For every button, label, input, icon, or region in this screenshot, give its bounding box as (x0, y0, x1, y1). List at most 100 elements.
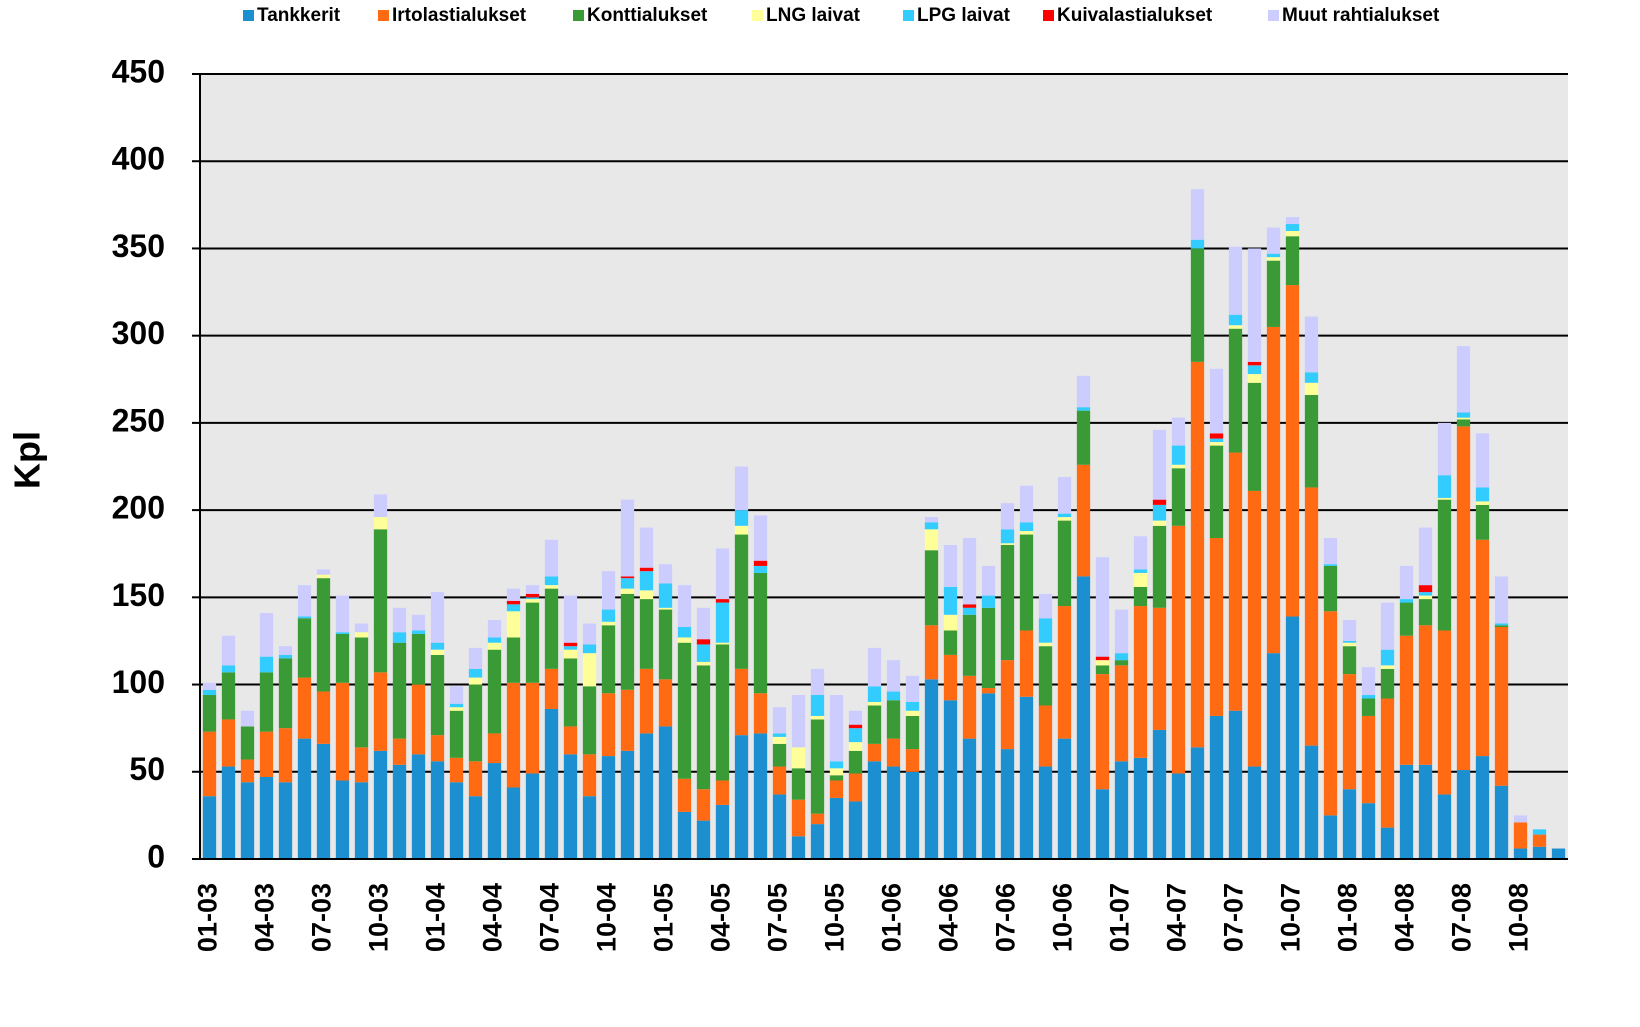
bar-segment (1038, 766, 1053, 859)
x-tick-label: 01-08 (1333, 883, 1363, 952)
bar-segment (658, 583, 673, 608)
x-tick-label: 10-06 (1048, 883, 1078, 952)
bar-segment (1095, 660, 1110, 666)
bar-segment (392, 607, 407, 633)
bar-segment (449, 707, 464, 711)
x-tick-label: 01-06 (877, 883, 907, 952)
bar-segment (867, 761, 882, 859)
bar-segment (259, 731, 274, 778)
bar-segment (943, 700, 958, 859)
bar-segment (734, 510, 749, 526)
bar-segment (1171, 445, 1186, 465)
bar-segment (1209, 433, 1224, 439)
bar-segment (639, 571, 654, 591)
bar-segment (905, 771, 920, 859)
bar-segment (1057, 476, 1072, 514)
bar-segment (715, 780, 730, 805)
bar-segment (620, 593, 635, 690)
bar-segment (943, 586, 958, 615)
bar-segment (1323, 564, 1338, 566)
bar-segment (1513, 848, 1528, 859)
bar-segment (354, 747, 369, 783)
x-tick-label: 04-06 (934, 883, 964, 952)
x-tick-label: 10-05 (820, 883, 850, 952)
x-tick-label: 07-04 (535, 883, 565, 952)
bar-segment (1057, 606, 1072, 739)
bar-segment (1209, 445, 1224, 539)
bar-segment (1152, 499, 1167, 505)
bar-segment (1494, 625, 1509, 627)
bar-segment (810, 824, 825, 859)
bar-segment (1342, 642, 1357, 647)
bar-segment (1000, 749, 1015, 859)
legend-label: Konttialukset (587, 5, 708, 26)
bar-segment (1475, 433, 1490, 488)
bar-segment (867, 686, 882, 702)
bar-segment (734, 525, 749, 535)
bar-segment (1532, 846, 1547, 859)
bar-segment (753, 572, 768, 694)
bar-segment (392, 764, 407, 859)
bar-segment (1399, 764, 1414, 859)
bar-segment (411, 754, 426, 859)
bar-segment (1304, 372, 1319, 383)
bar-segment (563, 649, 578, 659)
bar-segment (316, 578, 331, 692)
bar-segment (278, 728, 293, 783)
bar-segment (924, 679, 939, 859)
bar-segment (582, 623, 597, 645)
bar-segment (430, 592, 445, 643)
legend-swatch (1043, 10, 1054, 21)
bar-segment (544, 588, 559, 669)
bar-segment (544, 576, 559, 586)
bar-segment (601, 625, 616, 694)
bar-segment (430, 654, 445, 736)
bar-segment (506, 611, 521, 638)
bar-segment (411, 684, 426, 755)
bar-segment (886, 700, 901, 739)
bar-segment (791, 747, 806, 769)
bar-segment (734, 466, 749, 511)
bar-segment (1494, 623, 1509, 626)
bar-segment (1399, 565, 1414, 600)
bar-segment (1038, 593, 1053, 619)
bar-segment (1247, 248, 1262, 362)
y-tick-label: 50 (129, 751, 165, 787)
bar-segment (1190, 361, 1205, 748)
bar-segment (335, 632, 350, 634)
bar-segment (259, 672, 274, 732)
bar-segment (430, 761, 445, 859)
bar-segment (1114, 609, 1129, 654)
bar-segment (1247, 365, 1262, 375)
bar-segment (1076, 464, 1091, 577)
bar-segment (1361, 715, 1376, 804)
bar-segment (544, 539, 559, 577)
bar-segment (1266, 260, 1281, 327)
bar-segment (1114, 665, 1129, 762)
bar-segment (1494, 785, 1509, 859)
bar-segment (829, 775, 844, 781)
bar-segment (810, 719, 825, 814)
bar-segment (335, 780, 350, 859)
bar-segment (753, 560, 768, 566)
bar-segment (563, 658, 578, 727)
bar-segment (1532, 829, 1547, 835)
bar-segment (563, 595, 578, 643)
bar-segment (658, 607, 673, 610)
bar-segment (905, 715, 920, 750)
bar-segment (1038, 642, 1053, 647)
bar-segment (848, 710, 863, 725)
bar-segment (1171, 417, 1186, 446)
bar-segment (601, 571, 616, 610)
bar-segment (1171, 525, 1186, 774)
bar-segment (601, 756, 616, 859)
bar-segment (734, 735, 749, 859)
bar-segment (677, 811, 692, 859)
bar-segment (1209, 442, 1224, 446)
bar-segment (1000, 660, 1015, 750)
bar-segment (981, 693, 996, 859)
bar-segment (753, 693, 768, 734)
y-tick-label: 0 (147, 838, 165, 874)
bar-segment (506, 637, 521, 683)
bar-segment (772, 743, 787, 767)
